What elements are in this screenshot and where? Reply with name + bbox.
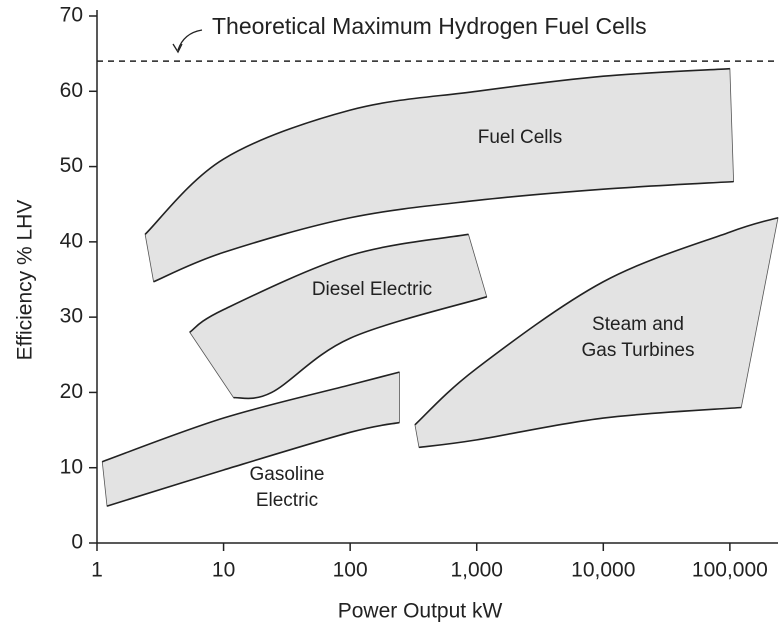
band-lower [233, 296, 487, 400]
y-tick-label: 50 [60, 154, 83, 177]
region-label: Gas Turbines [582, 340, 695, 361]
band-lower [418, 406, 742, 449]
band-upper [144, 67, 730, 235]
band-upper [189, 233, 469, 333]
x-tick-label: 100,000 [692, 559, 768, 582]
reference-label: Theoretical Maximum Hydrogen Fuel Cells [212, 13, 647, 39]
y-tick-label: 60 [60, 79, 83, 102]
x-tick-label: 1,000 [450, 559, 503, 582]
band-lower [153, 180, 734, 283]
band-upper [101, 371, 400, 463]
y-axis-label: Efficiency % LHV [14, 200, 37, 361]
annotation-arrow [177, 29, 203, 51]
annotation-arrowhead [172, 43, 183, 54]
band-upper [414, 216, 779, 426]
y-tick-label: 0 [71, 531, 83, 554]
x-tick-label: 10,000 [571, 559, 635, 582]
y-tick-label: 40 [60, 229, 83, 252]
region-label: Gasoline [250, 464, 325, 485]
region-label: Diesel Electric [312, 279, 432, 300]
y-tick-label: 70 [60, 4, 83, 27]
y-tick-label: 10 [60, 455, 83, 478]
x-tick-label: 100 [333, 559, 368, 582]
region-label: Steam and [592, 314, 684, 335]
x-tick-label: 1 [91, 559, 103, 582]
y-tick-label: 20 [60, 380, 83, 403]
x-axis-label: Power Output kW [338, 600, 503, 623]
band-lower [106, 421, 400, 507]
bands: Fuel Cells Diesel Electric Steam and Gas Tu… [101, 67, 779, 511]
x-tick-label: 10 [212, 559, 235, 582]
region-label: Fuel Cells [478, 127, 562, 148]
y-tick-label: 30 [60, 305, 83, 328]
region-label: Electric [256, 490, 318, 511]
